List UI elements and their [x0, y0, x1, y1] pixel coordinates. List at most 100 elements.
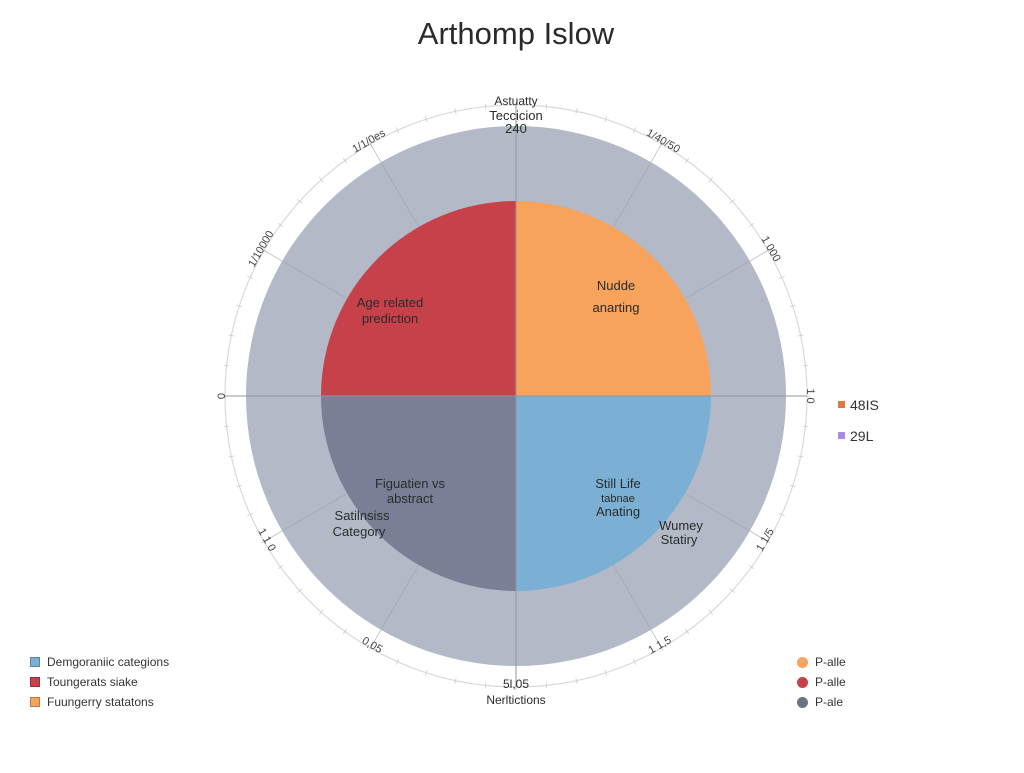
rim-label: 1 1 0	[255, 526, 278, 553]
slice-label: Figuatien vs	[375, 476, 446, 491]
legend-swatch	[30, 677, 40, 687]
rim-tick	[396, 658, 400, 665]
slice-label: Nudde	[597, 278, 635, 293]
annotation-top: Astuatty	[494, 94, 537, 108]
rim-label: 0	[216, 393, 228, 399]
annotation-top: 240	[505, 121, 527, 136]
legend-label: P-alle	[815, 655, 846, 669]
annotation-top: Teccicion	[489, 108, 542, 123]
slice-label: Anating	[596, 504, 640, 519]
rim-tick	[228, 334, 235, 337]
rim-tick	[277, 564, 284, 570]
legend-swatch	[30, 697, 40, 707]
rim-tick	[797, 334, 804, 337]
rim-tick	[797, 455, 804, 458]
rim-tick	[342, 628, 348, 635]
rim-tick	[318, 177, 324, 183]
rim-label: 1 1,5	[646, 634, 673, 657]
rim-tick	[778, 512, 785, 516]
slice-label: Age related	[357, 295, 424, 310]
chart-title: Arthomp Islow	[418, 16, 615, 51]
rim-tick	[778, 276, 785, 280]
legend-label: Toungerats siake	[47, 675, 138, 689]
annotation-bottom: Nerltictions	[486, 693, 545, 707]
rim-tick	[545, 103, 548, 110]
rim-tick	[684, 628, 690, 635]
rim-tick	[223, 425, 230, 428]
legend-left: Demgoraniic categions Toungerats siake F…	[30, 652, 169, 712]
legend-item: Toungerats siake	[30, 672, 169, 692]
annotation-lower-left: Category	[333, 524, 386, 539]
legend-swatch	[838, 432, 845, 439]
rim-tick	[247, 276, 254, 280]
legend-swatch	[797, 676, 808, 688]
pie-slice	[516, 201, 711, 396]
rim-tick	[802, 425, 809, 428]
slice-label: Still Life	[595, 476, 641, 491]
rim-tick	[396, 127, 400, 134]
rim-tick	[424, 116, 428, 123]
legend-right: P-alle P-alle P-ale	[797, 652, 846, 712]
rim-tick	[454, 108, 457, 115]
legend-label: 48IS	[850, 396, 879, 413]
legend-swatch	[797, 656, 808, 668]
pie-slice	[321, 201, 516, 396]
rim-tick	[575, 677, 578, 684]
legend-item: 29L	[838, 420, 879, 451]
rim-tick	[484, 682, 487, 689]
legend-item: P-alle	[797, 672, 846, 692]
rim-tick	[228, 455, 235, 458]
rim-tick	[789, 484, 796, 488]
legend-item: P-alle	[797, 652, 846, 672]
rim-tick	[318, 609, 324, 615]
rim-tick	[632, 127, 636, 134]
pie-slice	[516, 396, 711, 591]
rim-tick	[708, 609, 714, 615]
legend-label: Demgoraniic categions	[47, 655, 170, 669]
rim-tick	[236, 484, 243, 488]
rim-tick	[729, 198, 735, 204]
annotation-lower-right: Statiry	[661, 532, 698, 547]
rim-tick	[297, 588, 303, 594]
rim-label: 1/10000	[246, 229, 276, 269]
rim-tick	[604, 669, 608, 676]
rim-tick	[632, 658, 636, 665]
legend-label: 29L	[850, 427, 874, 444]
annotation-lower-right: Wumey	[659, 518, 703, 533]
rim-tick	[748, 564, 755, 570]
rim-tick	[789, 304, 796, 308]
rim-tick	[484, 103, 487, 110]
legend-label: P-ale	[815, 695, 844, 709]
annotation-bottom: 5l,05	[503, 677, 529, 691]
rim-tick	[454, 677, 457, 684]
legend-item: P-ale	[797, 692, 846, 712]
rim-tick	[297, 198, 303, 204]
rim-tick	[708, 177, 714, 183]
slice-label: anarting	[593, 300, 640, 315]
slice-label: abstract	[387, 491, 434, 506]
rim-label: 1 1/5	[754, 526, 777, 553]
rim-tick	[277, 222, 284, 228]
rim-tick	[236, 304, 243, 308]
rim-tick	[424, 669, 428, 676]
rim-tick	[545, 682, 548, 689]
rim-tick	[748, 222, 755, 228]
rim-tick	[342, 157, 348, 164]
legend-item: 48IS	[838, 389, 879, 420]
rim-tick	[223, 364, 230, 367]
slice-label: prediction	[362, 311, 418, 326]
rim-label: 1 000	[759, 234, 783, 264]
rim-tick	[247, 512, 254, 516]
rim-tick	[729, 588, 735, 594]
rim-label: 1/40/50	[644, 127, 682, 156]
rim-tick	[575, 108, 578, 115]
rim-label: 1/1/0es	[350, 127, 388, 156]
legend-mid: 48IS 29L	[838, 389, 879, 451]
slice-label: tabnae	[601, 493, 635, 505]
annotation-lower-left: Satilnsiss	[335, 508, 390, 523]
rim-tick	[604, 116, 608, 123]
legend-label: Fuungerry statatons	[47, 695, 154, 709]
pie-slice	[321, 396, 516, 591]
